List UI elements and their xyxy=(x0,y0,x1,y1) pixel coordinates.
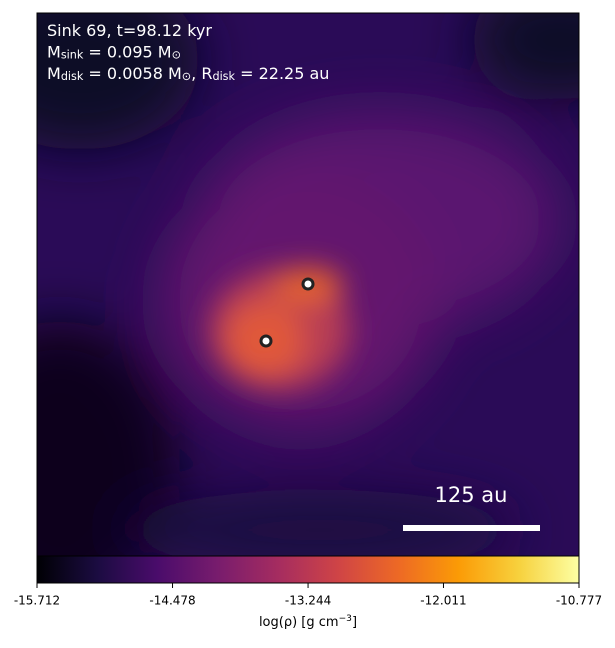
annotation-line: Sink 69, t=98.12 kyr xyxy=(47,21,212,40)
sink-particle xyxy=(301,277,315,291)
colorbar-tick-label: -14.478 xyxy=(149,594,195,608)
colorbar-tick-label: -10.777 xyxy=(556,594,602,608)
text-segment: ⊙ xyxy=(182,70,191,83)
text-segment: ] xyxy=(352,615,357,630)
scale-bar xyxy=(403,525,540,531)
annotation-line: Mdisk = 0.0058 M⊙, Rdisk = 22.25 au xyxy=(47,64,329,83)
text-segment: = 0.095 M xyxy=(83,42,171,61)
text-segment: = 22.25 au xyxy=(235,64,329,83)
colorbar-tick-label: -15.712 xyxy=(14,594,60,608)
annotation-line: Msink = 0.095 M⊙ xyxy=(47,42,181,61)
colorbar-tick-label: -13.244 xyxy=(285,594,331,608)
scale-bar-label: 125 au xyxy=(435,483,508,507)
text-segment: −3 xyxy=(339,614,353,624)
text-segment: ⊙ xyxy=(172,48,181,61)
text-segment: , R xyxy=(191,64,212,83)
density-image: 125 au xyxy=(37,13,579,556)
text-segment: sink xyxy=(61,48,84,61)
text-segment: disk xyxy=(61,70,84,83)
colorbar-tick-label: -12.011 xyxy=(420,594,466,608)
text-segment: M xyxy=(47,64,61,83)
sink-particle xyxy=(259,334,273,348)
colorbar-ticks: -15.712 -14.478 -13.244 -12.011 -10.777 xyxy=(14,583,602,608)
text-segment: M xyxy=(47,42,61,61)
colorbar-label: log(ρ) [g cm−3] xyxy=(259,614,357,630)
colorbar xyxy=(36,555,580,584)
text-segment: Sink 69, t=98.12 kyr xyxy=(47,21,212,40)
text-segment: disk xyxy=(212,70,235,83)
text-segment: log(ρ) [g cm xyxy=(259,615,339,630)
text-segment: = 0.0058 M xyxy=(83,64,181,83)
